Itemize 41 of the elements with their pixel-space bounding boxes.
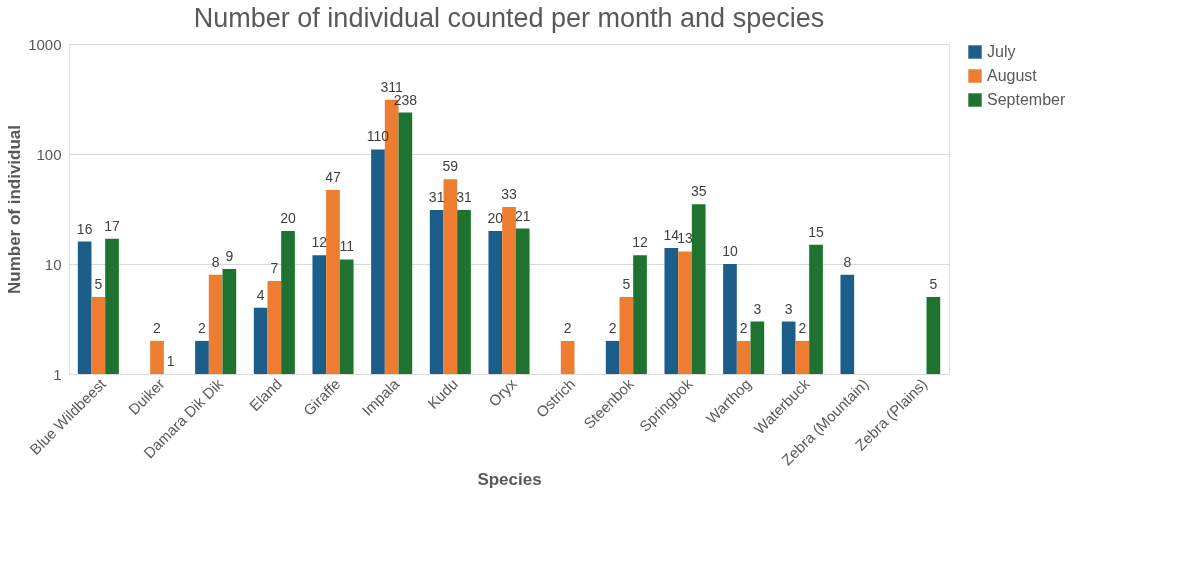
- data-label: 16: [76, 220, 93, 237]
- y-axis-title: Number of individual: [5, 124, 25, 295]
- legend-label: August: [987, 67, 1038, 84]
- data-label: 2: [563, 319, 572, 336]
- data-label: 2: [608, 319, 617, 336]
- data-label: 3: [784, 300, 793, 317]
- data-label: 2: [153, 319, 162, 336]
- data-label: 3: [753, 300, 762, 317]
- data-label: 59: [442, 158, 459, 175]
- data-label: 1: [166, 353, 175, 369]
- chart-title: Number of individual counted per month and species: [193, 3, 825, 33]
- data-label: 33: [501, 185, 517, 202]
- data-label: 2: [798, 319, 807, 336]
- data-label: 10: [722, 243, 738, 259]
- data-label: 31: [428, 188, 445, 205]
- y-tick-label: 1000: [28, 35, 62, 53]
- data-label: 31: [456, 188, 473, 205]
- data-label: 9: [225, 248, 234, 265]
- data-label: 47: [325, 169, 341, 186]
- legend-label: September: [987, 91, 1066, 108]
- data-label: 15: [808, 223, 825, 240]
- data-label: 20: [280, 209, 297, 226]
- data-label: 12: [632, 234, 649, 251]
- data-label: 5: [622, 276, 631, 293]
- data-label: 35: [690, 183, 707, 200]
- data-label: 2: [198, 319, 207, 336]
- data-label: 5: [94, 276, 103, 293]
- data-label: 17: [104, 217, 121, 234]
- data-label: 5: [929, 276, 938, 293]
- y-tick-label: 100: [36, 145, 62, 163]
- data-label: 11: [339, 238, 355, 255]
- data-label: 13: [677, 230, 693, 247]
- y-tick-label: 10: [44, 255, 62, 273]
- data-label: 8: [843, 253, 852, 270]
- data-label: 7: [270, 260, 279, 277]
- data-label: 8: [211, 253, 220, 270]
- legend-label: July: [987, 43, 1016, 60]
- x-axis-title: Species: [477, 470, 542, 490]
- data-label: 4: [256, 286, 265, 303]
- data-label: 2: [739, 319, 748, 336]
- y-tick-label: 1: [53, 365, 62, 383]
